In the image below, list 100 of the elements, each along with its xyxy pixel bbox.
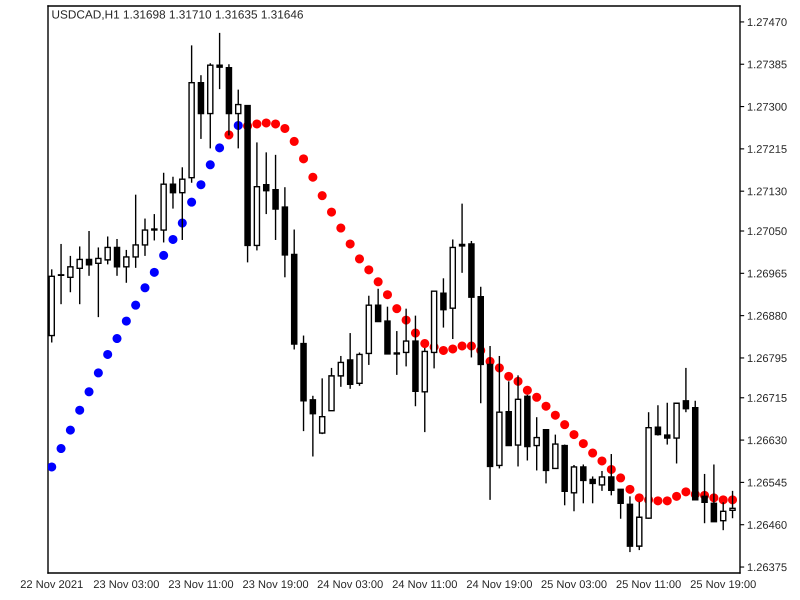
y-tick-label: 1.27215 xyxy=(748,145,787,154)
point xyxy=(318,191,327,200)
point xyxy=(634,493,644,502)
point xyxy=(75,406,84,415)
point xyxy=(532,392,542,402)
candlestick xyxy=(589,476,596,504)
point xyxy=(625,484,634,494)
point xyxy=(94,368,103,378)
x-tick-label: 22 Nov 2021 xyxy=(20,580,83,588)
point xyxy=(653,496,662,506)
point xyxy=(131,300,140,310)
point xyxy=(103,350,112,359)
point xyxy=(569,430,578,440)
point xyxy=(420,339,430,348)
point xyxy=(578,439,588,448)
candlestick xyxy=(114,238,120,277)
point xyxy=(84,387,94,396)
y-tick-label: 1.26880 xyxy=(748,312,787,320)
point xyxy=(271,119,280,128)
x-tick-label: 23 Nov 11:00 xyxy=(168,580,234,588)
y-tick-label: 1.26795 xyxy=(748,354,787,362)
y-tick-label: 1.26715 xyxy=(748,394,787,402)
point xyxy=(588,448,598,458)
candlestick xyxy=(272,154,279,241)
point xyxy=(550,410,560,420)
point xyxy=(336,224,346,233)
candlestick xyxy=(310,395,316,458)
candlestick xyxy=(374,288,382,322)
y-tick-label: 1.27300 xyxy=(748,102,787,111)
point xyxy=(150,268,159,277)
candlestick xyxy=(216,32,223,90)
point xyxy=(187,198,196,207)
candlestick xyxy=(318,378,326,435)
point xyxy=(392,304,402,314)
x-tick-label: 25 Nov 19:00 xyxy=(690,580,756,588)
candlestick xyxy=(664,402,671,446)
point xyxy=(56,444,66,454)
point xyxy=(140,283,150,292)
point xyxy=(159,250,168,260)
candlestick xyxy=(533,416,540,472)
candlestick xyxy=(179,166,186,241)
candlestick xyxy=(338,355,344,388)
candlestick xyxy=(95,246,102,318)
point xyxy=(616,473,626,482)
point xyxy=(438,346,448,355)
point xyxy=(308,172,318,182)
y-tick-label: 1.27470 xyxy=(748,18,787,26)
point xyxy=(215,143,224,152)
point xyxy=(112,334,122,344)
candlestick xyxy=(440,278,447,328)
candlestick xyxy=(394,330,400,376)
point xyxy=(48,462,56,472)
point xyxy=(504,372,514,381)
candlestick xyxy=(617,488,624,520)
candlestick xyxy=(86,230,92,277)
point xyxy=(662,496,672,506)
candlestick xyxy=(458,202,466,274)
point xyxy=(196,180,206,190)
point xyxy=(597,456,606,466)
candlestick xyxy=(729,490,736,519)
y-tick-label: 1.27385 xyxy=(748,60,787,68)
point xyxy=(718,495,728,504)
point xyxy=(364,265,374,274)
candlestick xyxy=(76,246,83,305)
candlestick xyxy=(654,404,662,436)
y-tick-label: 1.27050 xyxy=(748,227,787,236)
x-tick-label: 24 Nov 19:00 xyxy=(466,580,532,588)
candlestick xyxy=(132,194,139,269)
chart-title: USDCAD,H1 1.31698 1.31710 1.31635 1.31646 xyxy=(52,10,303,20)
point xyxy=(346,239,355,248)
point xyxy=(262,118,271,128)
point xyxy=(560,420,570,430)
point xyxy=(672,492,682,501)
x-tick-label: 23 Nov 19:00 xyxy=(243,580,308,588)
candlestick xyxy=(170,176,176,210)
y-tick-label: 1.27130 xyxy=(748,187,787,196)
y-tick-label: 1.26460 xyxy=(748,520,787,529)
candlestick xyxy=(104,236,111,266)
candlestick xyxy=(142,218,148,257)
candlestick xyxy=(402,308,410,368)
candlestick xyxy=(67,255,74,293)
point xyxy=(681,487,690,496)
y-tick-label: 1.26630 xyxy=(748,436,787,444)
point xyxy=(66,426,75,435)
point xyxy=(252,119,262,128)
point xyxy=(354,254,364,264)
point xyxy=(299,154,308,164)
y-tick-label: 1.26545 xyxy=(748,478,787,487)
x-tick-label: 25 Nov 11:00 xyxy=(616,580,681,588)
candlestick xyxy=(262,152,270,215)
point xyxy=(382,290,392,300)
x-tick-label: 25 Nov 03:00 xyxy=(542,580,607,588)
y-tick-label: 1.26965 xyxy=(748,270,787,278)
point xyxy=(327,208,336,217)
x-tick-label: 24 Nov 03:00 xyxy=(318,580,383,588)
candlestick xyxy=(580,464,587,504)
candlestick xyxy=(123,249,130,284)
point xyxy=(542,402,551,411)
candlestick xyxy=(151,213,158,242)
point xyxy=(374,277,383,286)
